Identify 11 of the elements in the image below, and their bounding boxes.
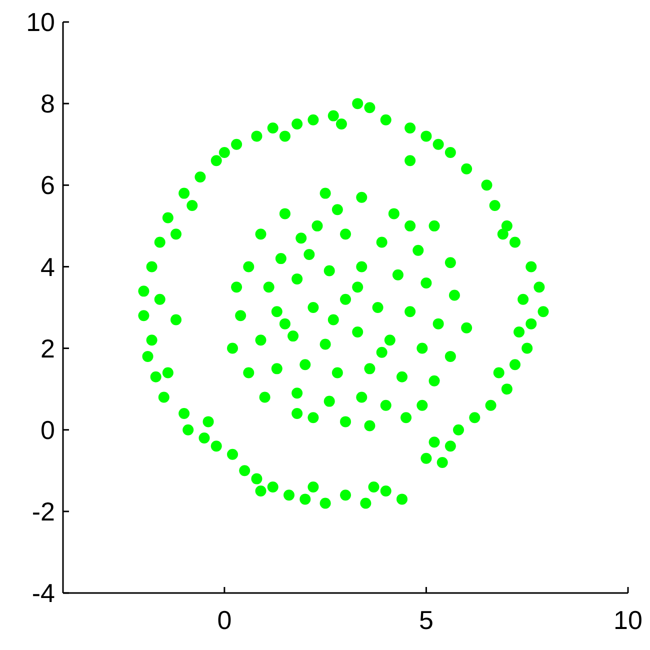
y-tick-label: -2 bbox=[32, 496, 55, 527]
y-tick-label: 2 bbox=[40, 333, 55, 364]
x-tick-label: 0 bbox=[217, 605, 232, 635]
y-tick-label: 8 bbox=[40, 88, 55, 119]
y-tick-label: 10 bbox=[26, 7, 55, 38]
y-tick-label: -4 bbox=[32, 578, 55, 608]
x-tick-label: 5 bbox=[418, 605, 434, 635]
y-tick-label: 4 bbox=[40, 252, 55, 282]
y-tick-label: 0 bbox=[40, 414, 55, 445]
x-tick-label: 10 bbox=[614, 605, 642, 635]
y-tick-label: 6 bbox=[40, 170, 55, 200]
